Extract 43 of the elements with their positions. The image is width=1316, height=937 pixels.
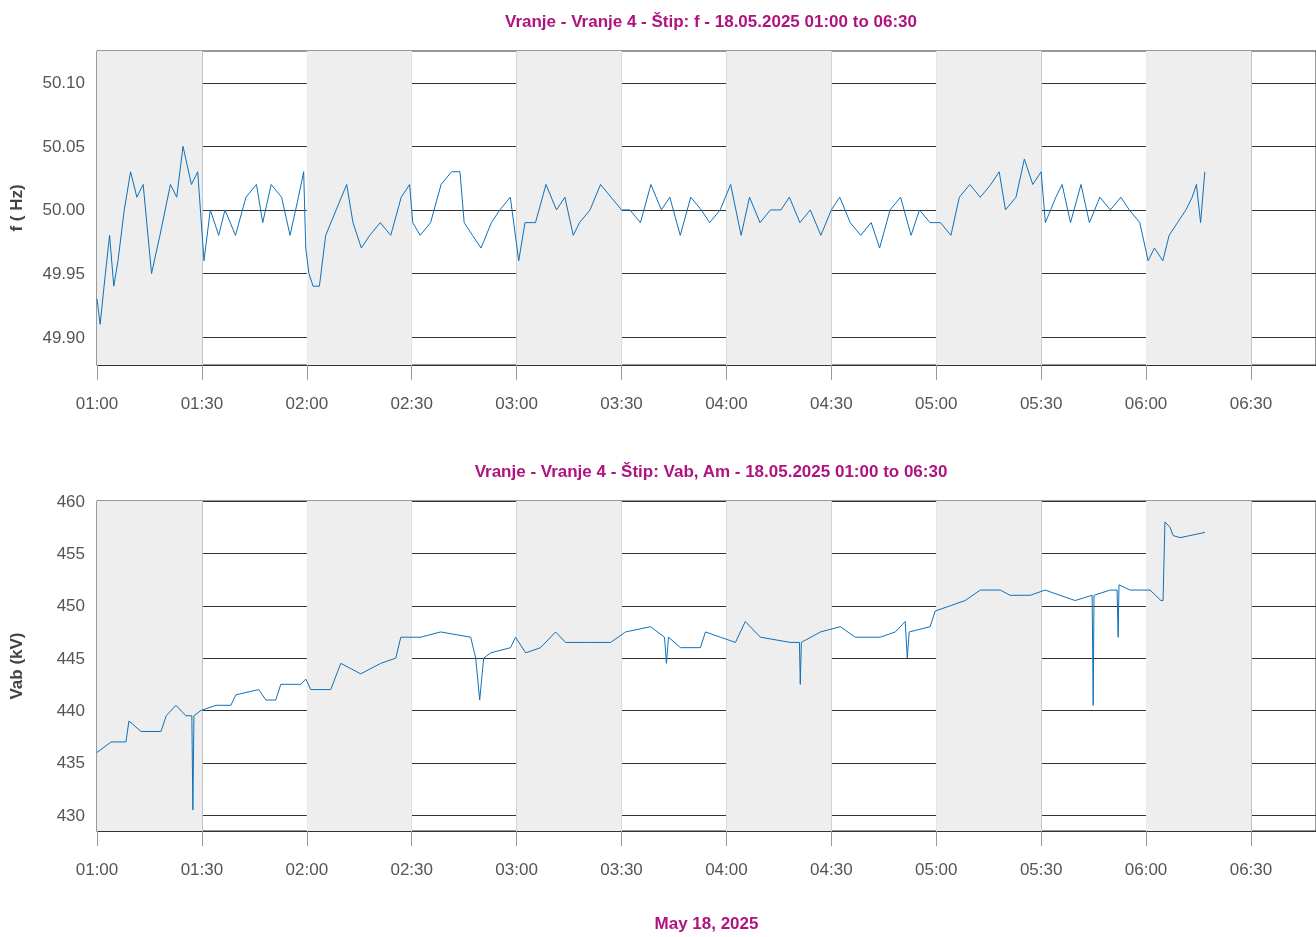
x-tick-label: 06:00 xyxy=(1124,860,1168,879)
x-tick-label: 05:00 xyxy=(914,394,958,413)
x-tick-label: 03:00 xyxy=(495,394,538,413)
x-tick-label: 06:30 xyxy=(1229,394,1273,413)
x-tick-label: 06:30 xyxy=(1229,860,1273,879)
chart-title: Vranje - Vranje 4 - Štip: f - 18.05.2025 01:00 to 06:30 xyxy=(505,12,917,31)
x-tick-label: 05:30 xyxy=(1019,860,1063,879)
x-tick-label: 02:30 xyxy=(390,860,433,879)
y-tick-label: 50.00 xyxy=(42,200,85,220)
x-tick-label: 04:30 xyxy=(810,394,853,413)
x-tick-label: 02:00 xyxy=(285,394,329,413)
x-tick-label: 02:00 xyxy=(285,860,329,879)
y-tick-label: 49.90 xyxy=(42,327,85,347)
y-tick-label: 50.10 xyxy=(42,73,85,93)
y-tick-label: 440 xyxy=(56,701,85,721)
x-tick-label: 03:30 xyxy=(600,394,643,413)
y-tick-label: 455 xyxy=(56,543,85,563)
y-tick-label: 450 xyxy=(56,596,85,616)
x-tick-label: 05:00 xyxy=(914,860,958,879)
x-tick-label: 01:00 xyxy=(75,394,119,413)
x-tick-label: 03:00 xyxy=(495,860,538,879)
x-tick-label: 03:30 xyxy=(600,860,643,879)
x-axis-title: May 18, 2025 xyxy=(654,914,759,933)
x-tick-label: 04:00 xyxy=(705,860,748,879)
line-series xyxy=(96,145,1206,325)
y-axis-title: f ( Hz) xyxy=(7,184,26,232)
x-tick-label: 06:00 xyxy=(1124,394,1168,413)
x-tick-label: 01:00 xyxy=(75,860,119,879)
y-tick-label: 445 xyxy=(56,648,85,668)
x-tick-label: 01:30 xyxy=(180,860,224,879)
chart-title: Vranje - Vranje 4 - Štip: Vab, Am - 18.05.2025 01:00 to 06:30 xyxy=(474,462,948,481)
x-tick-label: 02:30 xyxy=(390,394,433,413)
y-axis-title: Vab (kV) xyxy=(7,632,26,700)
y-tick-label: 49.95 xyxy=(42,263,85,283)
x-tick-label: 04:00 xyxy=(705,394,748,413)
line-series xyxy=(96,521,1206,811)
y-tick-label: 460 xyxy=(56,491,85,511)
y-tick-label: 50.05 xyxy=(42,136,85,156)
x-tick-label: 04:30 xyxy=(810,860,853,879)
y-tick-label: 430 xyxy=(56,805,85,825)
x-tick-label: 01:30 xyxy=(180,394,224,413)
x-tick-label: 05:30 xyxy=(1019,394,1063,413)
y-tick-label: 435 xyxy=(56,753,85,773)
